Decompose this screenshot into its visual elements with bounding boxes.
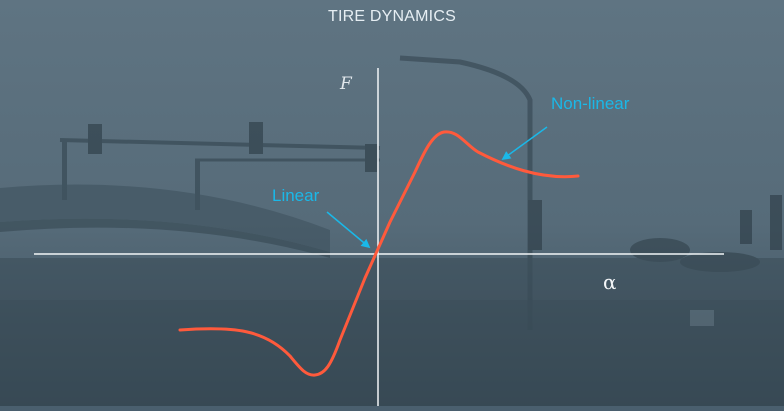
nonlinear-region-label: Non-linear	[551, 94, 630, 113]
slide-title: TIRE DYNAMICS	[328, 8, 456, 25]
linear-region-label: Linear	[272, 186, 320, 205]
nonlinear-annotation-arrow	[501, 126, 548, 161]
tire-force-curve	[178, 130, 580, 377]
street-scene	[0, 55, 784, 406]
y-axis-label: F	[340, 74, 352, 94]
x-axis-label: α	[603, 270, 617, 294]
linear-annotation-arrow	[326, 211, 371, 249]
